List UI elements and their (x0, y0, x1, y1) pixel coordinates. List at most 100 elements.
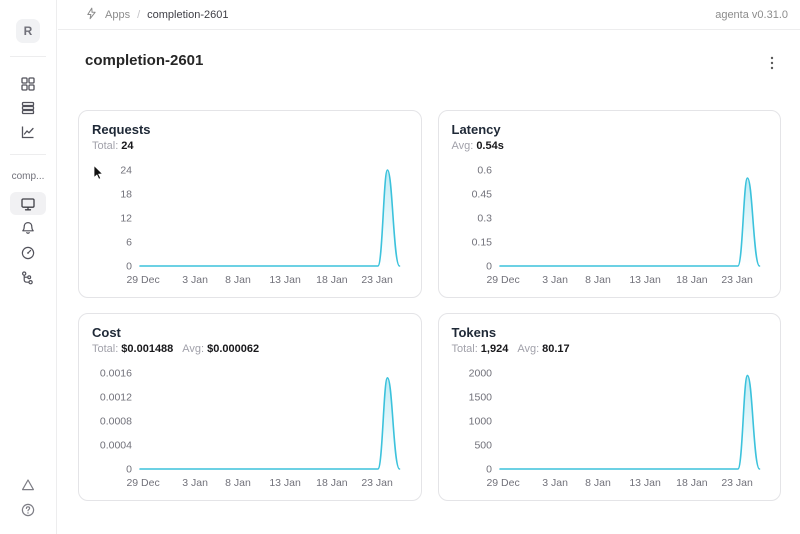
page-title: completion-2601 (85, 52, 204, 69)
sidebar-item-analytics[interactable] (10, 120, 46, 144)
sidebar-item-evaluations[interactable] (10, 241, 46, 265)
stat-label: Total: (92, 140, 119, 152)
sidebar-item-feedback[interactable] (10, 473, 46, 497)
stat-label: Total: (451, 343, 478, 355)
svg-text:0.0012: 0.0012 (100, 392, 132, 404)
svg-text:29 Dec: 29 Dec (486, 477, 519, 489)
breadcrumb-current: completion-2601 (147, 8, 229, 21)
sidebar-item-help[interactable] (10, 498, 46, 522)
bell-icon (20, 220, 36, 236)
svg-text:12: 12 (120, 213, 132, 225)
main-content: completion-2601 Requests Total: 24 24 18 12… (58, 30, 800, 534)
svg-text:8 Jan: 8 Jan (585, 274, 611, 286)
version-label: agenta v0.31.0 (715, 8, 788, 21)
sidebar-nav-global (10, 72, 46, 144)
metric-card-title: Tokens (451, 325, 497, 340)
svg-text:8 Jan: 8 Jan (225, 477, 251, 489)
sidebar-item-apps[interactable] (10, 72, 46, 96)
question-circle-icon (20, 502, 36, 518)
svg-text:18 Jan: 18 Jan (316, 274, 348, 286)
svg-text:3 Jan: 3 Jan (542, 477, 568, 489)
svg-text:18 Jan: 18 Jan (676, 477, 708, 489)
stat-value: $0.001488 (121, 343, 174, 355)
svg-text:0: 0 (486, 464, 492, 476)
svg-text:18 Jan: 18 Jan (316, 477, 348, 489)
kebab-menu-button[interactable] (766, 54, 778, 75)
metric-card-stats: Avg: 0.54s (452, 140, 768, 153)
svg-text:0.0004: 0.0004 (100, 440, 132, 452)
metric-card: Requests Total: 24 24 18 12 6 0 29 Dec 3 Jan 8 J… (78, 110, 422, 298)
metric-chart[interactable]: 2000 1500 1000 500 029 Dec 3 Jan 8 Jan 13 Jan 18… (452, 365, 767, 495)
sidebar-divider (10, 56, 46, 57)
metrics-grid: Requests Total: 24 24 18 12 6 0 29 Dec 3 Jan 8 J… (78, 110, 781, 501)
lightning-icon (85, 7, 98, 23)
metric-card: Tokens Total: 1,924 Avg: 80.17 2000 1500 1000… (437, 313, 781, 501)
metric-chart[interactable]: 0.6 0.45 0.3 0.15 029 Dec 3 Jan 8 Jan 13 Jan 18 … (452, 162, 767, 292)
stat-label: Avg: (517, 343, 540, 355)
grid-icon (20, 76, 36, 92)
triangle-icon (20, 477, 36, 493)
svg-text:8 Jan: 8 Jan (585, 477, 611, 489)
top-bar: Apps / completion-2601 agenta v0.31.0 (58, 0, 800, 30)
metric-card-title: Latency (451, 122, 501, 137)
svg-text:0.0016: 0.0016 (100, 368, 132, 380)
monitor-icon (20, 196, 36, 212)
svg-text:18 Jan: 18 Jan (676, 274, 708, 286)
svg-text:23 Jan: 23 Jan (361, 274, 393, 286)
svg-text:3 Jan: 3 Jan (542, 274, 568, 286)
metric-card-title: Requests (92, 122, 151, 137)
breadcrumb: Apps / completion-2601 (85, 7, 228, 23)
svg-text:3 Jan: 3 Jan (182, 477, 208, 489)
stat-value: $0.000062 (207, 343, 260, 355)
svg-text:6: 6 (126, 237, 132, 249)
svg-text:0: 0 (486, 261, 492, 273)
svg-text:0.3: 0.3 (477, 213, 492, 225)
svg-text:0.45: 0.45 (471, 189, 492, 201)
line-chart-icon (20, 124, 36, 140)
svg-text:13 Jan: 13 Jan (629, 274, 661, 286)
metric-card-stats: Total: 24 (92, 140, 408, 153)
workspace-avatar[interactable]: R (16, 19, 40, 43)
sidebar-divider (10, 154, 46, 155)
rows-icon (20, 100, 36, 116)
svg-text:13 Jan: 13 Jan (269, 274, 301, 286)
metric-chart[interactable]: 24 18 12 6 029 Dec 3 Jan 8 Jan 13 Jan 18 Jan 23 J… (92, 162, 407, 292)
workspace-label: comp... (11, 171, 45, 182)
svg-text:29 Dec: 29 Dec (126, 477, 159, 489)
svg-text:23 Jan: 23 Jan (721, 477, 753, 489)
svg-text:500: 500 (474, 440, 492, 452)
svg-text:3 Jan: 3 Jan (182, 274, 208, 286)
metric-card-stats: Total: 1,924 Avg: 80.17 (452, 343, 768, 356)
sidebar: R (0, 0, 57, 534)
svg-text:29 Dec: 29 Dec (126, 274, 159, 286)
svg-text:13 Jan: 13 Jan (269, 477, 301, 489)
sidebar-nav-bottom (10, 473, 46, 522)
sidebar-item-datasets[interactable] (10, 96, 46, 120)
svg-text:2000: 2000 (468, 368, 492, 380)
svg-text:0: 0 (126, 464, 132, 476)
stat-value: 80.17 (542, 343, 570, 355)
metric-card: Latency Avg: 0.54s 0.6 0.45 0.3 0.15 0 29 Dec 3… (437, 110, 781, 298)
svg-text:8 Jan: 8 Jan (225, 274, 251, 286)
svg-text:0.15: 0.15 (471, 237, 492, 249)
breadcrumb-apps-link[interactable]: Apps (105, 8, 131, 21)
stat-value: 0.54s (476, 140, 504, 152)
sidebar-item-notifications[interactable] (10, 216, 46, 240)
svg-text:23 Jan: 23 Jan (361, 477, 393, 489)
svg-text:0.0008: 0.0008 (100, 416, 132, 428)
metric-card-title: Cost (92, 325, 121, 340)
svg-text:0.6: 0.6 (477, 165, 492, 177)
stat-value: 24 (121, 140, 134, 152)
sidebar-item-observability[interactable] (10, 192, 46, 215)
svg-text:13 Jan: 13 Jan (629, 477, 661, 489)
stat-value: 1,924 (480, 343, 509, 355)
svg-text:1000: 1000 (468, 416, 492, 428)
sidebar-item-traces[interactable] (10, 266, 46, 290)
stat-label: Avg: (451, 140, 474, 152)
metric-chart[interactable]: 0.0016 0.0012 0.0008 0.0004 029 Dec 3 Jan 8 Ja… (92, 365, 407, 495)
metric-card: Cost Total: $0.001488 Avg: $0.000062 0.0016… (78, 313, 422, 501)
stat-label: Avg: (182, 343, 205, 355)
gauge-icon (20, 245, 36, 261)
kebab-icon (770, 56, 774, 73)
